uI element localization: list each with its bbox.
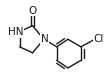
Text: Cl: Cl <box>93 34 104 44</box>
Text: O: O <box>28 6 37 16</box>
Text: N: N <box>41 34 49 44</box>
Text: HN: HN <box>8 27 24 37</box>
